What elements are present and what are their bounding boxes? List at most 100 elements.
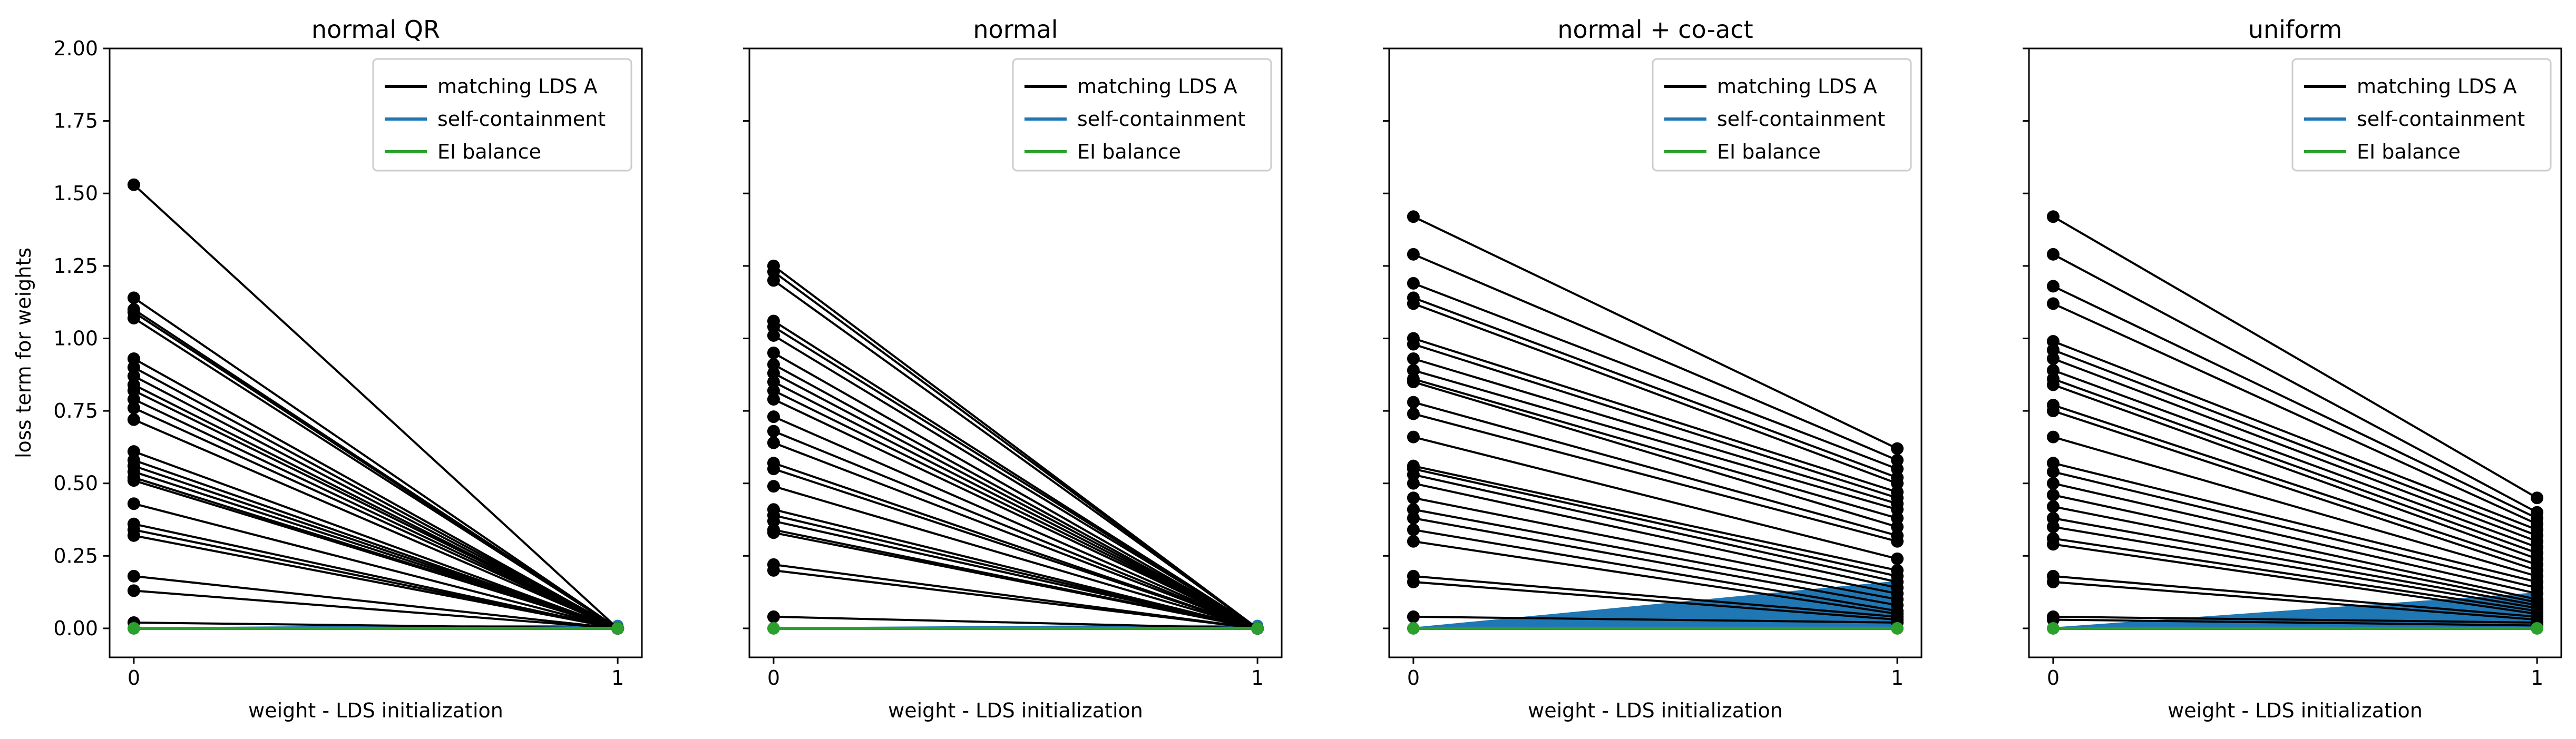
- matching-point: [767, 436, 780, 449]
- matching-line: [133, 184, 619, 629]
- matching-point: [127, 497, 140, 510]
- matching-line: [2053, 462, 2538, 583]
- matching-line: [133, 366, 619, 629]
- matching-point: [767, 329, 780, 342]
- matching-point: [767, 480, 780, 493]
- matching-line: [773, 326, 1258, 629]
- matching-point: [1891, 511, 1904, 525]
- matching-point: [1891, 535, 1904, 548]
- matching-line: [133, 297, 619, 629]
- matching-point: [2046, 511, 2060, 525]
- matching-line: [1413, 580, 1898, 621]
- matching-line: [2053, 404, 2538, 566]
- matching-line: [2053, 494, 2538, 600]
- matching-line: [773, 334, 1258, 629]
- matching-point: [2046, 465, 2060, 478]
- matching-line: [773, 531, 1258, 629]
- legend-entry: matching LDS A: [1717, 75, 1877, 98]
- panel-title: uniform: [2248, 15, 2342, 44]
- matching-line: [1413, 465, 1898, 572]
- matching-point: [1891, 520, 1904, 534]
- matching-line: [2053, 383, 2538, 560]
- x-tick-label: 0: [2047, 666, 2060, 689]
- matching-point: [1891, 503, 1904, 516]
- x-tick-label: 1: [611, 666, 624, 689]
- matching-line: [1413, 474, 1898, 583]
- matching-point: [1407, 511, 1420, 525]
- matching-line: [1413, 297, 1898, 479]
- ei-balance-point: [2531, 622, 2544, 635]
- matching-point: [767, 265, 780, 278]
- matching-point: [1407, 491, 1420, 505]
- matching-line: [2053, 517, 2538, 606]
- legend-box: [1012, 58, 1272, 172]
- axes-frame: [748, 47, 1283, 658]
- matching-line: [2053, 470, 2538, 589]
- matching-line: [1413, 575, 1898, 618]
- matching-point: [1407, 338, 1420, 351]
- legend-entry: EI balance: [1717, 140, 1821, 163]
- matching-point: [1407, 610, 1420, 623]
- matching-point: [1407, 468, 1420, 481]
- ei-balance-point: [767, 622, 780, 635]
- y-tick-label: 2.00: [53, 37, 98, 60]
- matching-point: [2046, 297, 2060, 310]
- matching-line: [773, 485, 1258, 629]
- matching-line: [773, 271, 1258, 629]
- legend-entry: EI balance: [2357, 140, 2461, 163]
- matching-line: [133, 589, 618, 629]
- matching-line: [2053, 436, 2538, 577]
- matching-line: [773, 363, 1258, 629]
- x-tick-label: 0: [767, 666, 780, 689]
- panel-2: normal 0 1 weight - LDS initialization match…: [743, 15, 1283, 722]
- matching-point: [1407, 407, 1420, 420]
- matching-point: [127, 474, 140, 487]
- matching-line: [2053, 615, 2538, 624]
- legend-box: [1652, 58, 1912, 172]
- matching-point: [2046, 352, 2060, 366]
- y-tick-label: 1.00: [53, 327, 98, 350]
- matching-point: [2046, 500, 2060, 513]
- matching-point: [2046, 520, 2060, 534]
- panel-3: normal + co-act 0 1 weight - LDS initializa…: [1383, 15, 1923, 722]
- matching-line: [2053, 505, 2538, 604]
- matching-line: [2053, 618, 2538, 627]
- y-tick-label: 1.50: [53, 182, 98, 205]
- matching-line: [2053, 349, 2538, 537]
- matching-point: [767, 526, 780, 539]
- matching-line: [1413, 508, 1898, 600]
- matching-line: [1413, 615, 1898, 624]
- x-axis-label: weight - LDS initialization: [2168, 699, 2423, 722]
- matching-point: [127, 370, 140, 383]
- matching-line: [1413, 468, 1898, 577]
- matching-point: [1407, 352, 1420, 366]
- legend-entry: matching LDS A: [437, 75, 598, 98]
- matching-point: [767, 515, 780, 528]
- matching-line: [1413, 343, 1898, 499]
- matching-line: [2053, 369, 2538, 548]
- matching-line: [2053, 358, 2538, 543]
- matching-point: [127, 384, 140, 397]
- legend-entry: self-containment: [1717, 107, 1885, 131]
- matching-point: [767, 425, 780, 438]
- matching-point: [767, 376, 780, 389]
- matching-line: [1413, 378, 1898, 519]
- matching-line: [133, 317, 619, 629]
- matching-point: [127, 291, 140, 304]
- matching-point: [127, 393, 140, 406]
- matching-point: [2046, 457, 2060, 470]
- matching-line: [1413, 436, 1898, 560]
- matching-point: [1407, 248, 1420, 261]
- matching-point: [1407, 297, 1420, 310]
- matching-point: [127, 413, 140, 426]
- panel-title: normal: [973, 15, 1058, 44]
- matching-line: [2052, 215, 2538, 499]
- matching-point: [127, 352, 140, 366]
- matching-point: [767, 274, 780, 287]
- matching-line: [773, 389, 1258, 629]
- matching-line: [133, 479, 618, 629]
- matching-point: [1407, 535, 1420, 548]
- legend-entry: self-containment: [2357, 107, 2525, 131]
- x-tick-label: 1: [2531, 666, 2543, 689]
